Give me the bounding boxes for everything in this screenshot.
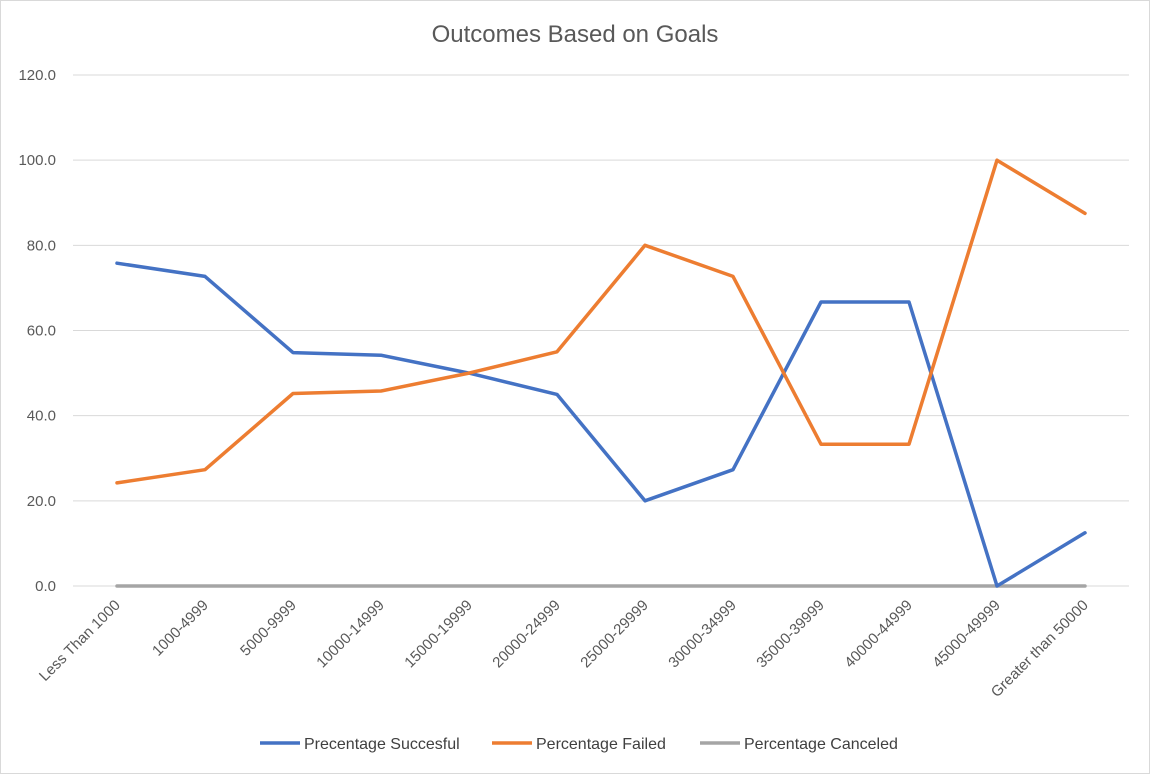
x-tick-label: Less Than 1000: [36, 597, 124, 685]
x-tick-label: 20000-24999: [489, 597, 564, 672]
x-tick-label: 15000-19999: [401, 597, 476, 672]
series-lines: [115, 158, 1087, 588]
y-tick-label: 20.0: [27, 493, 56, 510]
series-line-0: [115, 261, 1087, 588]
chart-title: Outcomes Based on Goals: [432, 21, 719, 48]
x-tick-label: 30000-34999: [665, 597, 740, 672]
y-tick-label: 0.0: [35, 578, 56, 595]
x-tick-label: 1000-4999: [149, 597, 212, 660]
x-tick-label: 25000-29999: [577, 597, 652, 672]
x-tick-label: 45000-49999: [929, 597, 1004, 672]
x-axis-ticks: Less Than 1000 1000-4999 5000-9999 10000-14…: [36, 597, 1092, 701]
x-tick-label: 10000-14999: [313, 597, 388, 672]
x-tick-label: 35000-39999: [753, 597, 828, 672]
gridlines: [73, 74, 1129, 587]
x-tick-label: 40000-44999: [841, 597, 916, 672]
y-tick-label: 100.0: [18, 152, 56, 169]
y-tick-label: 80.0: [27, 237, 56, 254]
x-tick-label: Greater than 50000: [988, 597, 1092, 701]
series-line-1: [115, 158, 1087, 485]
y-tick-label: 120.0: [18, 67, 56, 84]
legend-label-2: Percentage Canceled: [744, 736, 898, 753]
x-tick-label: 5000-9999: [237, 597, 300, 660]
y-tick-label: 40.0: [27, 408, 56, 425]
y-axis-ticks: 0.0 20.0 40.0 60.0 80.0 100.0 120.0: [18, 67, 56, 595]
legend-label-1: Percentage Failed: [536, 736, 666, 753]
legend: Precentage Succesful Percentage Failed Per…: [260, 736, 898, 753]
legend-label-0: Precentage Succesful: [304, 736, 460, 753]
y-tick-label: 60.0: [27, 323, 56, 340]
